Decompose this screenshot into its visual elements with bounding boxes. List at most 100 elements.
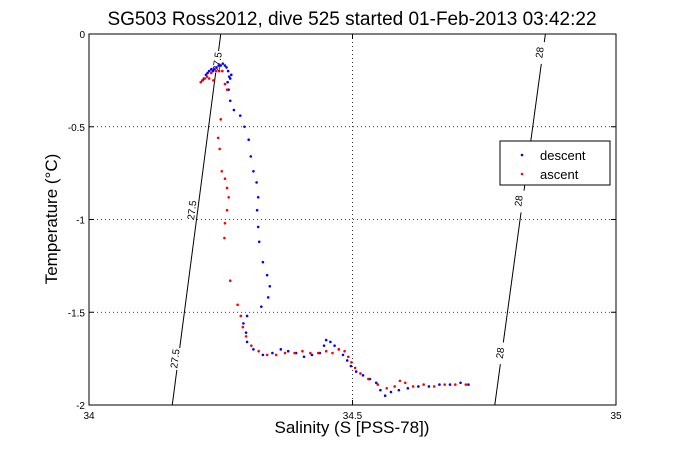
x-tick-label: 35 — [610, 411, 622, 422]
ascent-point — [236, 303, 239, 307]
x-tick-label: 34.5 — [343, 411, 363, 422]
ascent-point — [265, 353, 269, 357]
descent-point — [438, 383, 441, 386]
ascent-point — [331, 351, 334, 355]
descent-point — [256, 225, 260, 229]
isopycnal-label-text: 27.5 — [186, 200, 199, 221]
ascent-point — [432, 385, 436, 388]
chart-title: SG503 Ross2012, dive 525 started 01-Feb-… — [107, 9, 596, 30]
ascent-point — [398, 379, 402, 383]
y-tick-label: -0.5 — [68, 123, 86, 134]
isopycnal-label-bg — [209, 50, 224, 74]
descent-point — [333, 344, 336, 347]
isopycnal-label-text: 27.5 — [211, 51, 224, 72]
ascent-point — [214, 69, 218, 73]
x-tick-label: 34 — [83, 411, 95, 422]
ascent-point — [241, 325, 245, 329]
legend-label-ascent: ascent — [540, 167, 579, 182]
ascent-point — [359, 372, 362, 375]
ascent-point — [221, 69, 224, 73]
descent-point — [255, 181, 258, 184]
ascent-point — [223, 236, 226, 240]
ascent-point — [293, 351, 296, 355]
isopycnal-label: 28 — [511, 189, 526, 213]
descent-point — [268, 284, 272, 288]
descent-point — [354, 370, 358, 373]
descent-point — [310, 353, 314, 357]
descent-point — [448, 383, 452, 386]
descent-point — [245, 340, 249, 344]
isopycnal-label-text: 28 — [534, 46, 546, 59]
descent-point — [324, 338, 328, 342]
ascent-point — [385, 387, 389, 390]
descent-point — [257, 240, 261, 244]
descent-point — [260, 305, 263, 308]
ascent-point — [205, 75, 209, 78]
y-tick-label: -1.5 — [68, 308, 86, 319]
descent-point — [361, 374, 365, 377]
isopycnal-label: 27.5 — [167, 346, 183, 371]
axis-ticks: 34 34.5 35 0 -0.5 -1 -1.5 -2 — [68, 30, 622, 422]
descent-point — [223, 64, 227, 67]
isopycnal-label-bg — [167, 346, 182, 371]
descent-point — [211, 69, 215, 73]
ascent-point — [403, 381, 407, 385]
isopycnal-27.5 — [171, 34, 222, 405]
ascent-point — [225, 186, 229, 190]
ascent-point — [212, 79, 215, 82]
ascent-point — [337, 348, 341, 351]
descent-point — [345, 359, 349, 362]
descent-point — [397, 388, 401, 392]
descent-point — [261, 260, 265, 264]
isopycnal-label-bg — [492, 341, 507, 365]
descent-point — [229, 73, 233, 77]
descent-point — [341, 353, 345, 357]
ascent-point — [225, 208, 229, 212]
ascent-point — [199, 80, 203, 84]
descent-point — [265, 273, 269, 277]
legend-marker-ascent — [520, 172, 524, 176]
ascent-point — [225, 88, 229, 91]
x-axis-label: Salinity (S [PSS-78]) — [275, 418, 430, 437]
ascent-point — [453, 383, 457, 386]
isopycnal-label-text: 27.5 — [169, 348, 182, 369]
descent-point — [427, 385, 431, 388]
descent-point — [271, 351, 274, 355]
descent-point — [226, 80, 229, 84]
isopycnal-labels: 27.5 27.5 27.5 28 28 28 — [167, 40, 547, 371]
ascent-point — [350, 361, 353, 364]
descent-point — [219, 64, 223, 67]
ascent-point — [283, 351, 287, 355]
descent-point — [247, 138, 250, 142]
ascent-point — [346, 355, 350, 359]
descent-point — [215, 66, 218, 69]
isopycnal-label: 27.5 — [209, 50, 225, 74]
ascent-point — [244, 335, 248, 338]
isopycnal-label: 28 — [532, 40, 547, 65]
descent-point — [302, 355, 306, 359]
descent-point — [232, 108, 236, 112]
ascent-point — [218, 147, 221, 151]
legend-label-descent: descent — [540, 148, 586, 163]
ascent-point — [257, 349, 260, 353]
descent-point — [206, 71, 209, 75]
descent-point — [225, 66, 228, 69]
descent-point — [383, 394, 387, 398]
ascent-point — [223, 177, 227, 180]
descent-point — [244, 331, 248, 334]
ascent-point — [464, 383, 468, 386]
descent-point — [329, 340, 332, 344]
ascent-point — [274, 353, 278, 357]
ascent-point — [223, 221, 227, 225]
legend: descent ascent — [499, 140, 611, 186]
isopycnal-label: 28 — [492, 341, 507, 365]
ascent-point — [367, 377, 370, 381]
legend-marker-descent — [520, 153, 524, 157]
data-points — [199, 62, 470, 398]
descent-point — [217, 64, 220, 67]
ascent-point — [223, 82, 227, 86]
ascent-point — [201, 79, 205, 82]
descent-point — [279, 348, 283, 351]
ascent-point — [343, 349, 346, 353]
descent-point — [266, 296, 270, 299]
